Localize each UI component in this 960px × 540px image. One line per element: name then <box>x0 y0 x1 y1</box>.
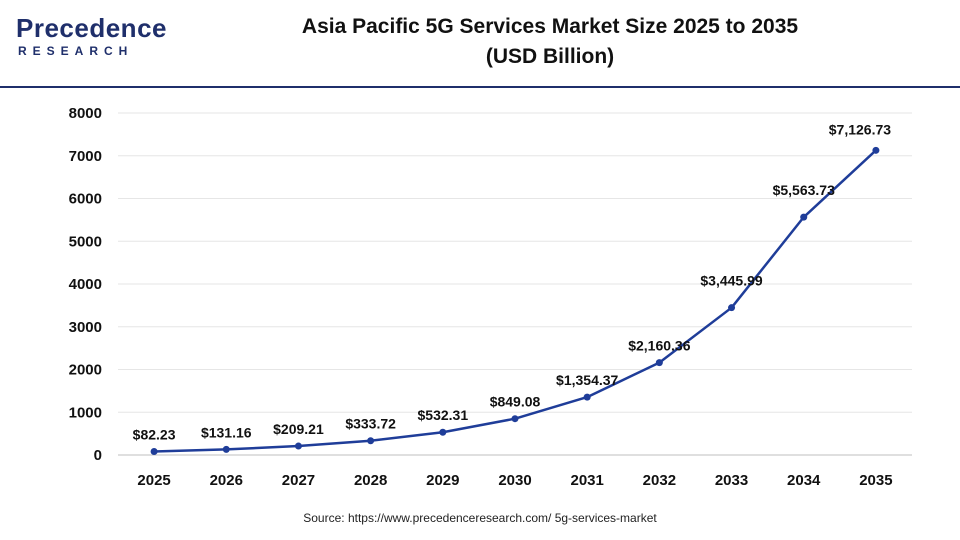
source-note: Source: https://www.precedenceresearch.c… <box>303 511 657 525</box>
y-tick-label: 1000 <box>69 404 102 421</box>
data-point <box>655 359 663 367</box>
y-tick-label: 7000 <box>69 148 102 165</box>
y-tick-label: 3000 <box>69 319 102 336</box>
y-tick-label: 4000 <box>69 276 102 293</box>
y-tick-label: 8000 <box>69 105 102 122</box>
precedence-logo: Precedence RESEARCH <box>16 14 166 66</box>
logo-subtext: RESEARCH <box>18 44 134 58</box>
data-point <box>511 415 519 423</box>
data-label: $1,354.37 <box>556 372 618 388</box>
chart-title-line1: Asia Pacific 5G Services Market Size 202… <box>301 15 799 38</box>
data-label: $82.23 <box>133 426 176 442</box>
x-tick-label: 2027 <box>282 472 315 489</box>
line-chart: 0 1000 2000 3000 4000 5000 6000 7000 8000 2025 202… <box>69 105 912 489</box>
y-tick-label: 6000 <box>69 191 102 208</box>
y-tick-label: 5000 <box>69 233 102 250</box>
data-point <box>728 304 736 312</box>
x-tick-label: 2031 <box>570 472 603 489</box>
data-label: $849.08 <box>490 394 541 410</box>
data-point <box>872 146 880 154</box>
x-tick-label: 2029 <box>426 472 459 489</box>
data-label: $532.31 <box>418 407 469 423</box>
data-label: $3,445.99 <box>700 273 762 289</box>
x-tick-label: 2034 <box>787 472 821 489</box>
logo-text: Precedence <box>16 13 167 43</box>
data-point <box>439 428 447 436</box>
chart-title: Asia Pacific 5G Services Market Size 202… <box>230 12 870 72</box>
data-label: $2,160.36 <box>628 338 690 354</box>
x-tick-label: 2033 <box>715 472 748 489</box>
data-label: $131.16 <box>201 424 252 440</box>
y-tick-label: 2000 <box>69 362 102 379</box>
x-tick-label: 2030 <box>498 472 531 489</box>
data-point <box>294 442 302 450</box>
chart-title-line2: (USD Billion) <box>485 45 615 68</box>
x-tick-label: 2025 <box>137 472 170 489</box>
data-point <box>367 437 375 445</box>
data-label: $333.72 <box>345 416 396 432</box>
x-tick-label: 2035 <box>859 472 892 489</box>
data-point <box>222 445 230 453</box>
data-point <box>150 447 158 455</box>
header: Precedence RESEARCH Asia Pacific 5G Serv… <box>0 0 960 88</box>
x-tick-label: 2026 <box>210 472 243 489</box>
x-tick-label: 2028 <box>354 472 387 489</box>
data-label: $5,563.73 <box>773 182 835 198</box>
x-tick-label: 2032 <box>643 472 676 489</box>
data-label: $209.21 <box>273 421 324 437</box>
y-tick-label: 0 <box>94 447 102 464</box>
data-point <box>583 393 591 401</box>
data-label: $7,126.73 <box>829 121 891 137</box>
data-point <box>800 213 808 221</box>
chart-area: 0 1000 2000 3000 4000 5000 6000 7000 8000 2025 202… <box>0 88 960 508</box>
